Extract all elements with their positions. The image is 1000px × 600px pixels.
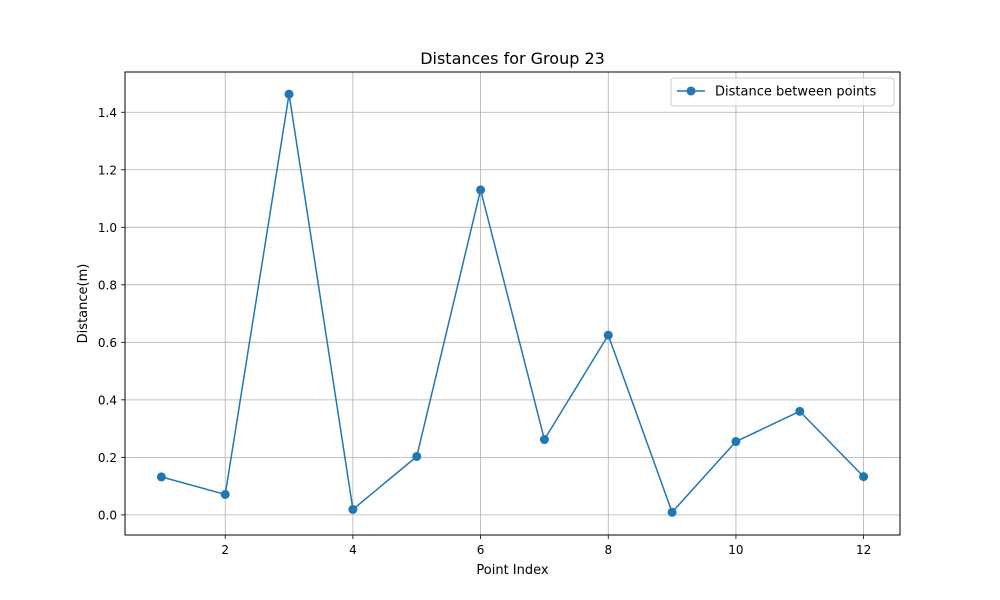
data-point (859, 472, 869, 482)
x-tick-label: 12 (856, 543, 871, 557)
data-point (412, 451, 422, 461)
chart-title: Distances for Group 23 (420, 49, 605, 68)
data-point (476, 185, 486, 195)
x-tick-label: 2 (221, 543, 229, 557)
data-point (284, 89, 294, 99)
data-point (667, 507, 677, 517)
y-tick-label: 0.0 (98, 508, 117, 522)
data-point (220, 489, 230, 499)
legend-box (670, 77, 895, 107)
y-tick-label: 1.4 (98, 106, 117, 120)
y-tick-label: 1.0 (98, 221, 117, 235)
data-point (795, 406, 805, 416)
legend-label: Distance between points (715, 85, 876, 100)
legend: Distance between points (670, 77, 895, 107)
axis-ticks: 2 4 6 8 10 12 0.0 0.2 0.4 0.6 0.8 1.0 1.2 1.4 (98, 106, 871, 557)
data-point (539, 435, 549, 445)
grid-lines (125, 72, 900, 535)
x-tick-label: 6 (477, 543, 485, 557)
plot-frame (124, 71, 901, 536)
y-tick-label: 0.4 (98, 393, 117, 407)
y-axis-label: Distance(m) (76, 264, 91, 344)
x-tick-label: 8 (604, 543, 612, 557)
y-tick-label: 0.8 (98, 278, 117, 292)
y-tick-label: 0.2 (98, 451, 117, 465)
data-point (731, 437, 741, 447)
data-series (156, 89, 869, 517)
x-tick-label: 4 (349, 543, 357, 557)
data-point (156, 472, 166, 482)
data-point (348, 504, 358, 514)
y-tick-label: 0.6 (98, 336, 117, 350)
x-tick-label: 10 (728, 543, 743, 557)
data-point (603, 330, 613, 340)
series-line (161, 93, 865, 514)
x-axis-label: Point Index (476, 563, 549, 578)
y-tick-label: 1.2 (98, 163, 117, 177)
legend-marker-swatch (686, 86, 696, 96)
